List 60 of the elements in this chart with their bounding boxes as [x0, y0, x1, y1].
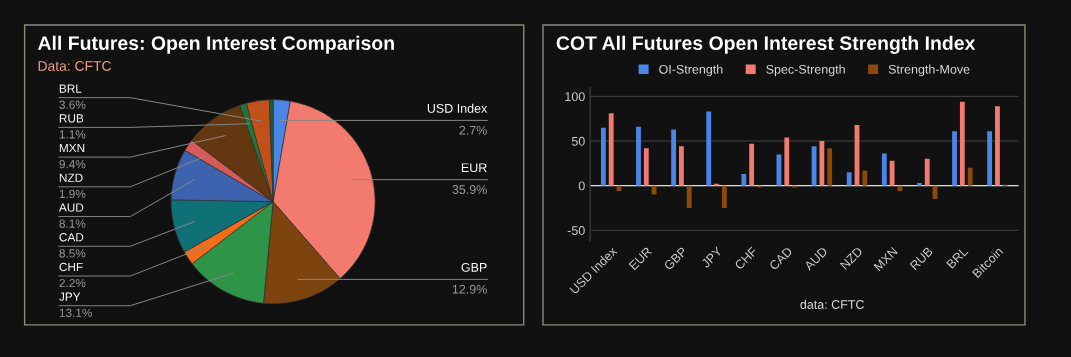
bar	[987, 131, 993, 186]
slice-label: BRL	[59, 84, 82, 93]
bar	[897, 185, 903, 191]
bar	[995, 106, 1000, 186]
data-label: 2.7%	[459, 125, 487, 135]
bar	[959, 101, 965, 186]
bar	[952, 131, 957, 186]
x-tick-label: BRL	[946, 246, 969, 269]
bar	[881, 153, 887, 186]
chart-subtitle: Data: CFTC	[38, 61, 112, 71]
bar	[636, 126, 641, 186]
slice-label: EUR	[461, 163, 487, 173]
bar	[749, 143, 755, 186]
slice-label: CAD	[59, 233, 84, 242]
bar	[819, 141, 825, 186]
bar	[721, 185, 727, 208]
data-label: 13.1%	[59, 308, 92, 317]
bar	[924, 158, 930, 186]
slice-label: USD Index	[427, 103, 488, 113]
bar	[671, 129, 677, 186]
y-tick-label: 0	[578, 181, 585, 191]
bar	[651, 185, 657, 195]
bar	[706, 111, 712, 186]
legend-label: OI-Strength	[659, 64, 723, 77]
x-tick-label: CAD	[768, 246, 793, 271]
y-tick-label: 50	[571, 136, 585, 146]
bar	[889, 160, 895, 186]
data-label: 8.5%	[59, 249, 86, 258]
bar	[784, 137, 790, 186]
bar	[917, 182, 922, 186]
bar	[679, 146, 684, 186]
data-label: 3.6%	[59, 100, 86, 109]
text: data: CFTC	[800, 299, 864, 309]
bar	[827, 148, 833, 186]
slice-label: AUD	[58, 203, 84, 212]
slice-label: MXN	[59, 143, 85, 153]
bar	[741, 174, 747, 186]
data-label: 8.1%	[59, 219, 86, 228]
chart-title: COT All Futures Open Interest Strength Index	[556, 35, 976, 54]
y-tick-label: 100	[565, 92, 585, 102]
bar	[846, 172, 852, 186]
bar	[686, 185, 692, 208]
slice-label: NZD	[59, 173, 83, 182]
y-tick-label: -50	[567, 226, 585, 235]
bar	[862, 170, 868, 186]
legend-label: Strength-Move	[888, 64, 970, 77]
data-label: 9.4%	[59, 159, 86, 169]
data-label: 35.9%	[452, 185, 487, 194]
slice-label: JPY	[59, 292, 81, 301]
legend-label: Spec-Strength	[766, 64, 845, 77]
bar	[600, 127, 606, 186]
data-label: 2.2%	[59, 278, 86, 288]
bar	[643, 148, 649, 186]
bar	[608, 113, 614, 186]
data-label: 12.9%	[452, 284, 487, 294]
bar	[967, 167, 973, 186]
chart-title: All Futures: Open Interest Comparison	[37, 35, 394, 54]
slice-label: RUB	[59, 114, 84, 123]
data-label: 1.9%	[59, 189, 86, 199]
data-label: 1.1%	[59, 130, 86, 139]
